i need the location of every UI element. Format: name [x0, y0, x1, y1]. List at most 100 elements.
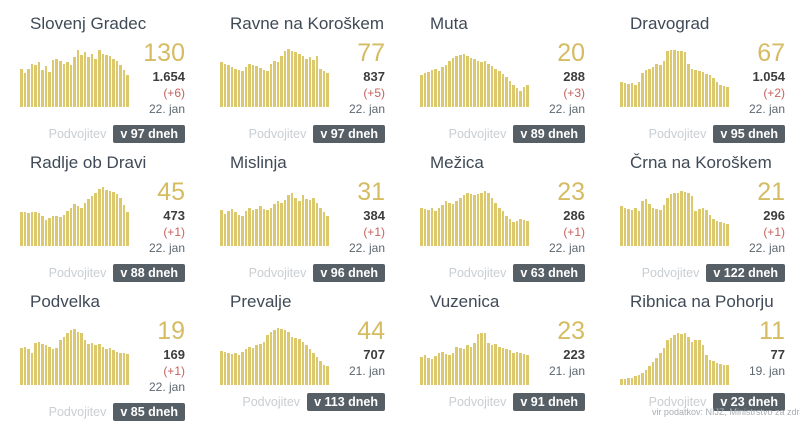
bar [641, 72, 644, 107]
card-stats: 23 286 (+1) 22. jan [537, 179, 585, 256]
card-body: 20 288 (+3) 22. jan [420, 40, 585, 117]
date-value: 19. jan [748, 364, 785, 379]
bar [505, 77, 508, 107]
municipality-card: Ribnica na Pohorju 11 77 19. jan Podvoji… [600, 282, 800, 421]
total-cases-value: 707 [363, 347, 385, 363]
bar [69, 330, 73, 385]
bar [30, 352, 34, 385]
bar-chart[interactable] [20, 184, 129, 246]
doubling-badge: v 23 dneh [713, 393, 785, 411]
bar [234, 68, 237, 107]
total-cases-value: 473 [163, 208, 185, 224]
bar [651, 207, 655, 246]
bar [666, 340, 669, 385]
bar [423, 72, 427, 107]
bar-chart[interactable] [420, 323, 529, 385]
bar [55, 58, 59, 107]
bar [476, 60, 480, 107]
doubling-row: Podvojitev v 113 dneh [220, 393, 385, 411]
bar [259, 206, 262, 246]
bar [290, 50, 294, 107]
active-cases-value: 31 [357, 178, 385, 206]
bar-chart[interactable] [420, 184, 529, 246]
bar [680, 51, 683, 107]
doubling-badge: v 89 dneh [513, 125, 585, 144]
bar-chart[interactable] [620, 323, 729, 385]
bar [726, 223, 729, 246]
bar [666, 51, 669, 107]
bar [308, 349, 312, 385]
bar [322, 364, 326, 385]
active-cases-value: 45 [157, 178, 185, 206]
doubling-row: Podvojitev v 63 dneh [420, 264, 585, 283]
bar [476, 193, 480, 246]
bar [423, 208, 427, 246]
bar [680, 334, 683, 385]
bar [269, 332, 273, 385]
bar [301, 341, 305, 385]
total-cases-value: 296 [763, 208, 785, 224]
doubling-label: Podvojitev [448, 127, 507, 142]
bar [494, 344, 498, 385]
doubling-badge: v 95 dneh [713, 125, 785, 144]
bar [283, 199, 287, 246]
bar-chart[interactable] [220, 45, 329, 107]
bar [266, 335, 269, 385]
doubling-label: Podvojitev [242, 395, 301, 409]
bar [455, 201, 459, 246]
bar [712, 218, 715, 246]
bar [119, 64, 122, 107]
bar [683, 52, 687, 107]
bar [698, 71, 701, 107]
bar-chart[interactable] [420, 45, 529, 107]
bar [59, 216, 62, 246]
bar [444, 201, 448, 246]
bar-chart[interactable] [220, 323, 329, 385]
bar [312, 352, 315, 385]
bar [466, 193, 469, 246]
card-body: 130 1.654 (+6) 22. jan [20, 40, 185, 117]
bar [519, 352, 522, 385]
bar [280, 329, 283, 385]
municipality-card: Črna na Koroškem 21 296 (+1) 22. jan Pod… [600, 143, 800, 283]
bar [51, 59, 55, 107]
bar [62, 215, 66, 246]
bar [501, 73, 505, 107]
bar-chart[interactable] [620, 184, 729, 246]
bar [648, 366, 651, 385]
bar [519, 90, 522, 107]
bar [122, 69, 126, 107]
bar [119, 352, 122, 385]
bar [122, 353, 126, 385]
bar [462, 53, 466, 107]
bar [255, 345, 259, 385]
bar [287, 195, 290, 246]
bar [620, 82, 623, 107]
bar-chart[interactable] [20, 45, 129, 107]
bar [701, 345, 705, 385]
bar [648, 203, 651, 246]
bar [55, 216, 59, 246]
bar [34, 211, 37, 246]
bar [80, 54, 83, 107]
bar [726, 365, 729, 385]
bar [708, 360, 712, 385]
bar-chart[interactable] [620, 45, 729, 107]
bar [69, 207, 73, 246]
bar [234, 211, 237, 246]
total-cases-value: 1.054 [752, 69, 785, 85]
bar [30, 211, 34, 246]
doubling-label: Podvojitev [448, 266, 507, 281]
active-cases-value: 44 [357, 317, 385, 345]
bar-chart[interactable] [220, 184, 329, 246]
bar [34, 342, 37, 385]
card-body: 21 296 (+1) 22. jan [620, 179, 785, 256]
bar [223, 63, 227, 107]
bar [522, 219, 526, 246]
bar [451, 352, 455, 385]
date-value: 22. jan [148, 101, 185, 116]
bar [244, 349, 248, 385]
doubling-badge: v 113 dneh [307, 393, 385, 411]
bar-chart[interactable] [20, 323, 129, 385]
bar [319, 68, 322, 107]
